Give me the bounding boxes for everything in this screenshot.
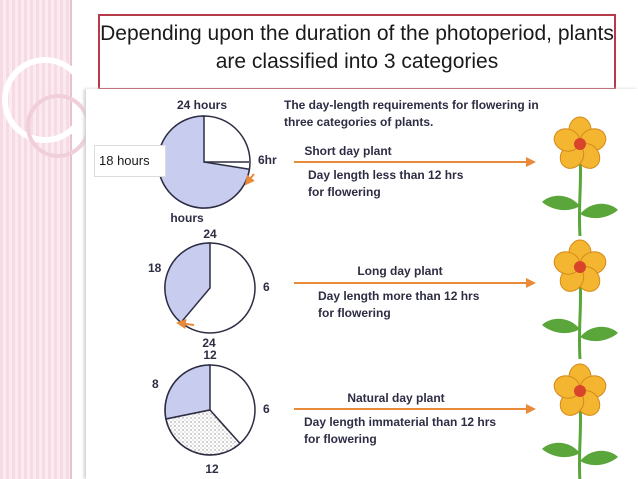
row-short-day: 24 hours 6hr hours Short day plant Day l… — [157, 98, 620, 238]
natural-day-requirement-line1: Day length immaterial than 12 hrs — [304, 415, 496, 429]
short-day-dark-period — [157, 115, 251, 209]
long-day-plant-type: Long day plant — [357, 264, 442, 278]
row-long-day: 24 18 6 24 Long day plant Day length mor… — [148, 227, 620, 361]
long-day-label-left: 18 — [148, 261, 162, 275]
natural-day-flower — [540, 362, 620, 479]
row-natural-day: 12 8 6 12 Natural day plant Day length i… — [152, 348, 620, 479]
long-day-requirement-line1: Day length more than 12 hrs — [318, 289, 480, 303]
natural-day-label-bottom: 12 — [205, 462, 219, 476]
natural-day-label-top: 12 — [203, 348, 217, 362]
short-day-label-bottom: hours — [170, 211, 204, 225]
long-day-label-bottom: 24 — [202, 336, 216, 350]
short-day-label-top: 24 hours — [177, 98, 227, 112]
title-box: Depending upon the duration of the photo… — [98, 14, 616, 90]
eighteen-hours-callout: 18 hours — [94, 145, 166, 177]
natural-day-requirement-line2: for flowering — [304, 432, 377, 446]
natural-day-dark-period — [164, 364, 211, 420]
natural-day-label-right: 6 — [263, 402, 270, 416]
photoperiod-figure: The day-length requirements for flowerin… — [148, 98, 620, 479]
long-day-dark-period — [164, 242, 211, 324]
short-day-requirement-line2: for flowering — [308, 185, 381, 199]
figure-heading-line2: three categories of plants. — [284, 115, 433, 129]
long-day-label-right: 6 — [263, 280, 270, 294]
decorative-circles — [2, 57, 90, 158]
natural-day-variable-period — [165, 409, 242, 456]
long-day-label-top: 24 — [203, 227, 217, 241]
natural-day-plant-type: Natural day plant — [347, 391, 444, 405]
long-day-flower — [540, 238, 620, 361]
short-day-flower — [540, 115, 620, 238]
slide-title: Depending upon the duration of the photo… — [100, 22, 614, 73]
natural-day-label-left: 8 — [152, 377, 159, 391]
short-day-plant-type: Short day plant — [304, 144, 391, 158]
short-day-label-right: 6hr — [258, 153, 277, 167]
figure-panel: The day-length requirements for flowerin… — [86, 89, 638, 479]
long-day-requirement-line2: for flowering — [318, 306, 391, 320]
figure-heading-line1: The day-length requirements for flowerin… — [284, 98, 539, 112]
decorative-rule — [70, 0, 72, 479]
short-day-requirement-line1: Day length less than 12 hrs — [308, 168, 464, 182]
